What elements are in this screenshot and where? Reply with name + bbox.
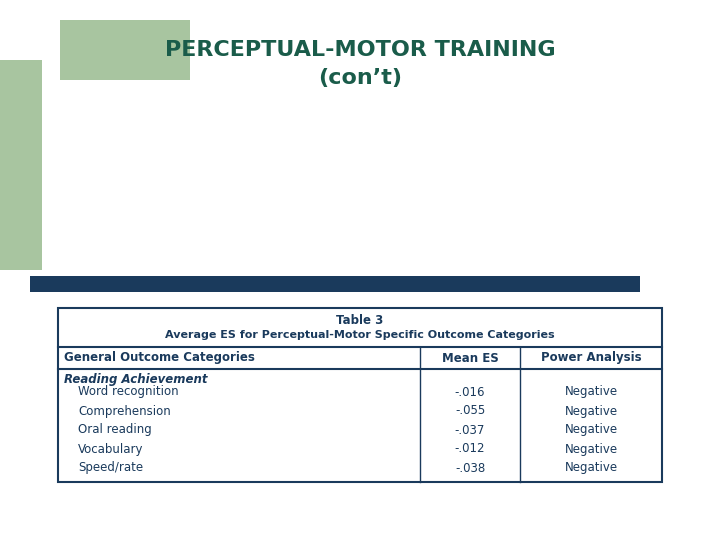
Text: -.037: -.037	[455, 423, 485, 436]
Bar	[60, 20, 190, 80]
Text: Comprehension: Comprehension	[78, 404, 171, 417]
Text: Word recognition: Word recognition	[78, 386, 179, 399]
Text: PERCEPTUAL-MOTOR TRAINING: PERCEPTUAL-MOTOR TRAINING	[165, 40, 555, 60]
Text: Negative: Negative	[564, 423, 618, 436]
Bar	[30, 276, 640, 292]
Text: Speed/rate: Speed/rate	[78, 462, 143, 475]
Text: Average ES for Perceptual-Motor Specific Outcome Categories: Average ES for Perceptual-Motor Specific…	[165, 330, 555, 340]
Text: (con’t): (con’t)	[318, 68, 402, 88]
Text: -.016: -.016	[455, 386, 485, 399]
Text: Negative: Negative	[564, 404, 618, 417]
Text: -.038: -.038	[455, 462, 485, 475]
Text: Oral reading: Oral reading	[78, 423, 152, 436]
Text: Table 3: Table 3	[336, 314, 384, 327]
Text: -.055: -.055	[455, 404, 485, 417]
Text: -.012: -.012	[455, 442, 485, 456]
Text: Power Analysis: Power Analysis	[541, 352, 642, 365]
Text: General Outcome Categories: General Outcome Categories	[64, 352, 255, 365]
Bar	[0, 60, 42, 270]
Text: Mean ES: Mean ES	[441, 352, 498, 365]
Bar	[58, 308, 662, 482]
Text: Negative: Negative	[564, 462, 618, 475]
Text: Vocabulary: Vocabulary	[78, 442, 143, 456]
Text: Reading Achievement: Reading Achievement	[64, 374, 207, 387]
Text: Negative: Negative	[564, 386, 618, 399]
Text: Negative: Negative	[564, 442, 618, 456]
